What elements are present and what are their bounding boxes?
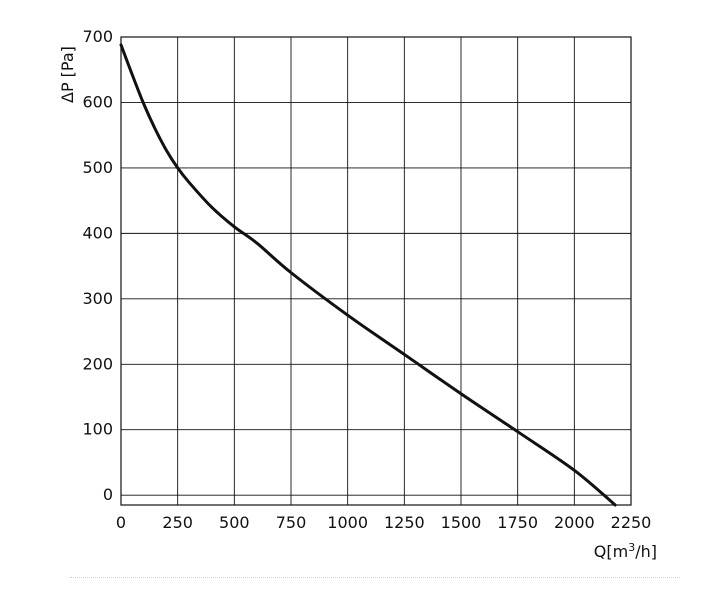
y-tick-label-6: 600: [82, 92, 113, 111]
series-line-0: [119, 43, 617, 507]
y-axis-ticks: 0 100 200 300 400 500 600 700: [82, 27, 113, 504]
y-tick-label-5: 500: [82, 158, 113, 177]
y-tick-label-2: 200: [82, 354, 113, 373]
x-axis-ticks: 0 250 500 750 1000 1250 1500 1750 2000 2250: [116, 513, 651, 532]
series-layer: [119, 43, 617, 507]
x-axis-title-superscript: 3: [628, 541, 635, 554]
grid: [121, 37, 631, 505]
y-tick-label-1: 100: [82, 420, 113, 439]
dotted-baseline: [70, 577, 680, 578]
plot-frame: [120, 36, 632, 506]
x-tick-label-2: 500: [219, 513, 250, 532]
x-tick-label-5: 1250: [384, 513, 425, 532]
y-tick-label-4: 400: [82, 223, 113, 242]
x-tick-label-8: 2000: [554, 513, 595, 532]
y-axis-title: ΔP [Pa]: [58, 46, 77, 103]
x-tick-label-4: 1000: [327, 513, 368, 532]
x-tick-label-7: 1750: [497, 513, 538, 532]
x-tick-label-3: 750: [276, 513, 307, 532]
x-tick-label-0: 0: [116, 513, 126, 532]
y-tick-label-7: 700: [82, 27, 113, 46]
x-axis-title: Q[m3/h]: [594, 541, 657, 562]
x-axis-title-unit-end: /h]: [635, 542, 657, 561]
y-tick-label-3: 300: [82, 289, 113, 308]
x-tick-label-6: 1500: [441, 513, 482, 532]
x-tick-label-1: 250: [162, 513, 193, 532]
y-tick-label-0: 0: [103, 485, 113, 504]
x-tick-label-9: 2250: [611, 513, 652, 532]
x-axis-title-q: Q[m: [594, 542, 628, 561]
